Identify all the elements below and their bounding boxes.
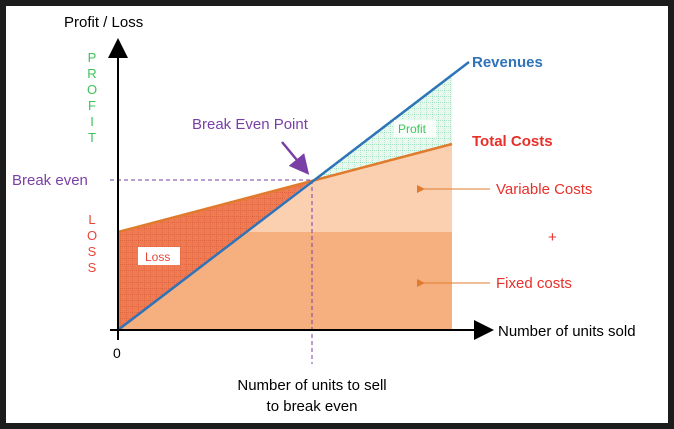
total-costs-label: Total Costs: [472, 133, 553, 150]
loss-label-box: [138, 247, 180, 265]
profit-label-box: [394, 120, 436, 137]
break-even-value-label: Break even: [12, 172, 88, 189]
revenues-label: Revenues: [472, 54, 543, 71]
plus-sign: +: [548, 229, 557, 246]
total-costs-line: [117, 142, 453, 234]
y-axis-title: Profit / Loss: [64, 14, 143, 31]
units-to-break-even-line2: to break even: [267, 398, 358, 415]
origin-label: 0: [113, 345, 121, 361]
x-axis-title: Number of units sold: [498, 323, 636, 340]
profit-area: [312, 73, 452, 180]
loss-area-label: Loss: [145, 250, 170, 264]
fixed-costs-label: Fixed costs: [496, 275, 572, 292]
revenues-line: [117, 61, 470, 331]
units-to-break-even-line1: Number of units to sell: [237, 377, 386, 394]
profit-area-label: Profit: [398, 122, 427, 136]
variable-costs-label: Variable Costs: [496, 181, 592, 198]
break-even-point-arrow: [281, 141, 310, 175]
break-even-point-label: Break Even Point: [192, 116, 309, 133]
